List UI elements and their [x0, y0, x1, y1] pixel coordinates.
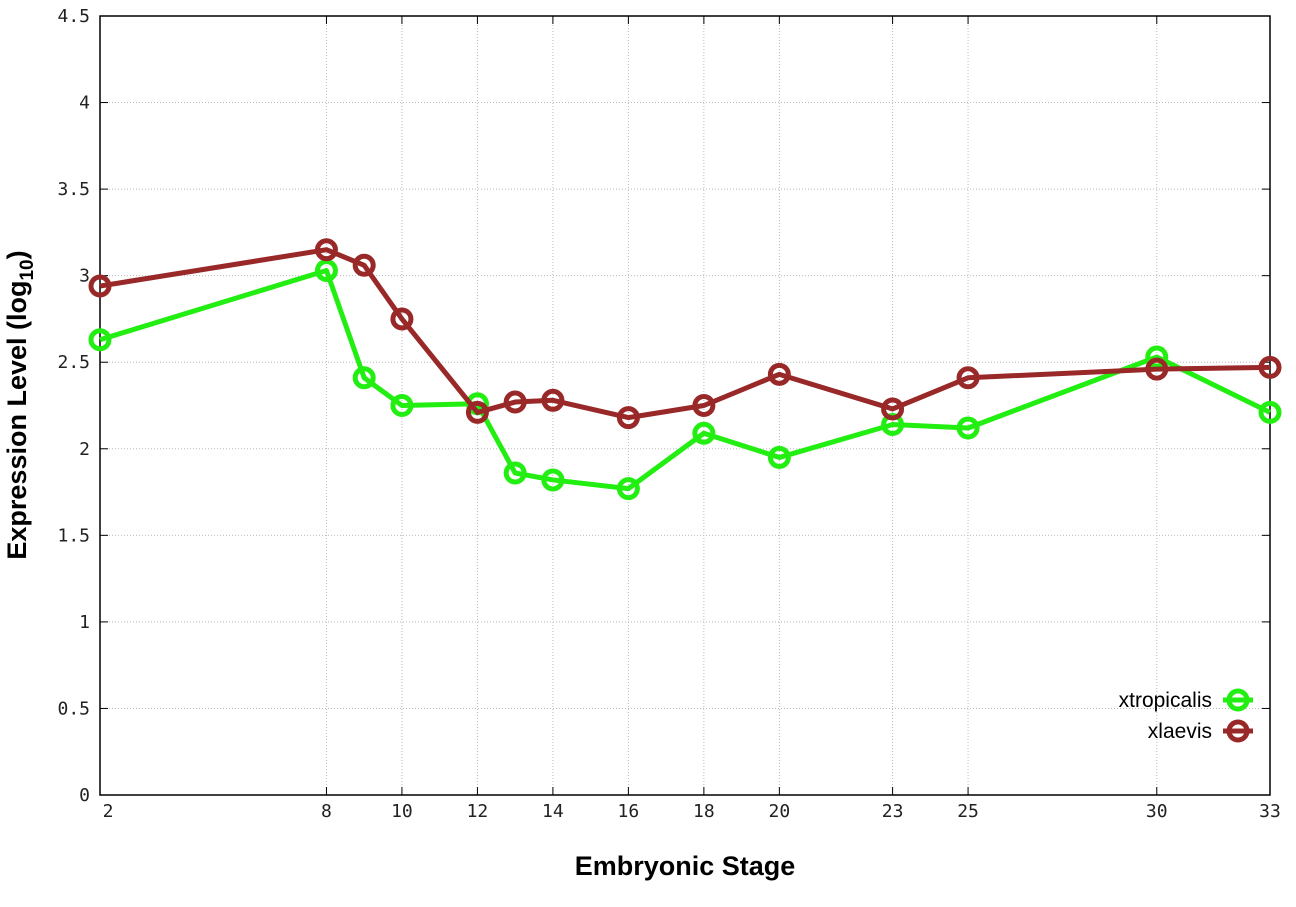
data-point-xlaevis: [88, 274, 112, 298]
y-tick-label: 4.5: [57, 6, 90, 27]
x-tick-label: 25: [957, 801, 979, 822]
data-point-xlaevis: [881, 397, 905, 421]
data-point-xtropicalis: [616, 477, 640, 501]
x-tick-label: 10: [391, 801, 413, 822]
data-point-xtropicalis: [1258, 400, 1282, 424]
data-point-xlaevis: [616, 406, 640, 430]
legend-marker-xlaevis: [1226, 719, 1250, 743]
x-tick-label: 33: [1259, 801, 1281, 822]
data-point-xlaevis: [503, 390, 527, 414]
data-point-xtropicalis: [314, 258, 338, 282]
ticks: 0 0.5 1 1.5 2 2.5 3 3.5 4 4.5 2 8 10 12 14 16 18 20 23 25 30…: [57, 6, 1280, 822]
data-point-xtropicalis: [767, 445, 791, 469]
x-tick-label: 8: [321, 801, 332, 822]
x-axis-label: Embryonic Stage: [575, 851, 796, 881]
series-line-xtropicalis: [99, 267, 1272, 492]
data-point-xtropicalis: [390, 394, 414, 417]
y-tick-label: 1: [79, 612, 90, 633]
data-point-xlaevis: [465, 400, 489, 424]
data-point-xtropicalis: [1145, 345, 1169, 369]
x-tick-label: 23: [882, 801, 904, 822]
data-point-xlaevis: [390, 307, 414, 331]
data-point-xlaevis: [956, 366, 980, 390]
data-point-xlaevis: [1145, 357, 1169, 381]
grid: [100, 16, 1270, 795]
x-tick-label: 30: [1146, 801, 1168, 822]
y-axis-label: Expression Level (log10): [2, 250, 38, 559]
series-layer: [88, 238, 1282, 501]
series-xlaevis: [88, 238, 1282, 430]
y-tick-label: 0.5: [57, 698, 90, 719]
series-line-xlaevis: [99, 247, 1271, 421]
y-tick-label: 3.5: [57, 179, 90, 200]
x-tick-label: 18: [693, 801, 715, 822]
legend: xtropicalis xlaevis: [1119, 688, 1253, 743]
legend-label-xtropicalis: xtropicalis: [1119, 689, 1212, 712]
series-xtropicalis: [88, 258, 1282, 501]
x-tick-label: 14: [542, 801, 564, 822]
y-tick-label: 0: [79, 785, 90, 806]
legend-label-xlaevis: xlaevis: [1148, 720, 1212, 743]
data-point-xtropicalis: [88, 328, 112, 352]
data-point-xtropicalis: [541, 468, 565, 492]
x-tick-label: 16: [618, 801, 640, 822]
data-point-xtropicalis: [503, 461, 527, 485]
legend-marker-xtropicalis: [1226, 688, 1250, 712]
x-tick-label: 20: [769, 801, 791, 822]
plot-frame: [99, 15, 1271, 796]
data-point-xtropicalis: [352, 366, 376, 390]
data-point-xtropicalis: [692, 421, 716, 445]
data-point-xlaevis: [767, 362, 791, 386]
data-point-xlaevis: [541, 388, 565, 412]
data-point-xlaevis: [314, 238, 338, 262]
y-tick-label: 3: [79, 266, 90, 287]
x-tick-label: 2: [103, 801, 114, 822]
data-point-xlaevis: [692, 394, 716, 417]
data-point-xlaevis: [1258, 355, 1282, 379]
x-tick-label: 12: [467, 801, 489, 822]
y-tick-label: 1.5: [57, 525, 90, 546]
y-tick-label: 4: [79, 93, 90, 114]
y-tick-label: 2: [79, 439, 90, 460]
data-point-xtropicalis: [956, 416, 980, 440]
data-point-xlaevis: [352, 253, 376, 277]
y-tick-label: 2.5: [57, 352, 90, 373]
